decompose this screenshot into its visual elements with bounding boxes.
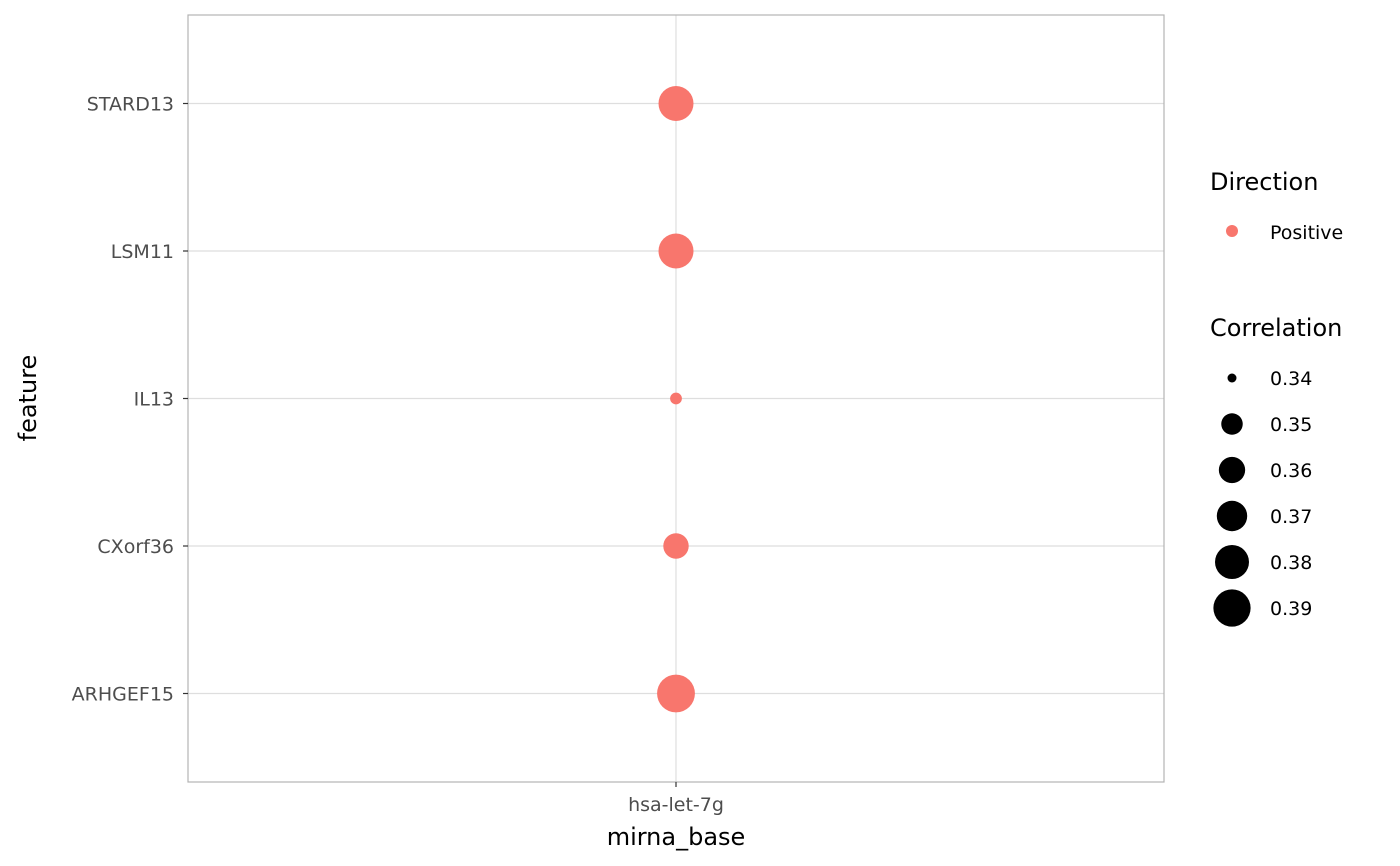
data-point <box>663 533 689 559</box>
data-points <box>657 86 695 713</box>
legend-correlation-title: Correlation <box>1210 314 1342 342</box>
legend-direction-title: Direction <box>1210 168 1318 196</box>
legend-size-label: 0.34 <box>1270 368 1312 390</box>
legend-size-label: 0.36 <box>1270 460 1312 482</box>
y-tick-label: LSM11 <box>111 241 174 263</box>
legend: Direction Positive Correlation 0.340.350… <box>1210 168 1343 627</box>
legend-correlation-entries: 0.34 0.35 0.36 0.37 0.38 0.39 <box>1213 368 1312 627</box>
data-point <box>658 233 694 269</box>
legend-size-key <box>1213 589 1251 627</box>
data-point <box>657 674 695 713</box>
y-axis-ticks: ARHGEF15 CXorf36 IL13 LSM11 STARD13 <box>72 94 188 706</box>
legend-direction-entries: Positive <box>1226 222 1343 244</box>
legend-size-label: 0.38 <box>1270 552 1312 574</box>
legend-size-key <box>1216 500 1248 532</box>
y-tick-label: ARHGEF15 <box>72 684 174 706</box>
x-axis-ticks: hsa-let-7g <box>628 782 724 816</box>
y-tick-label: STARD13 <box>87 94 174 116</box>
y-axis-title: feature <box>14 355 42 442</box>
legend-size-key <box>1215 545 1249 579</box>
data-point <box>658 86 694 121</box>
x-axis-title: mirna_base <box>607 823 746 851</box>
legend-size-label: 0.39 <box>1270 598 1312 620</box>
legend-size-key <box>1221 413 1243 435</box>
legend-direction-label: Positive <box>1270 222 1343 244</box>
y-tick-label: CXorf36 <box>97 536 174 558</box>
data-point <box>670 392 682 405</box>
x-tick-label: hsa-let-7g <box>628 794 724 816</box>
legend-size-label: 0.35 <box>1270 414 1312 436</box>
legend-size-label: 0.37 <box>1270 506 1312 528</box>
legend-size-key <box>1227 373 1237 383</box>
legend-size-key <box>1218 456 1246 484</box>
legend-direction-key <box>1226 225 1238 237</box>
y-tick-label: IL13 <box>134 389 174 411</box>
